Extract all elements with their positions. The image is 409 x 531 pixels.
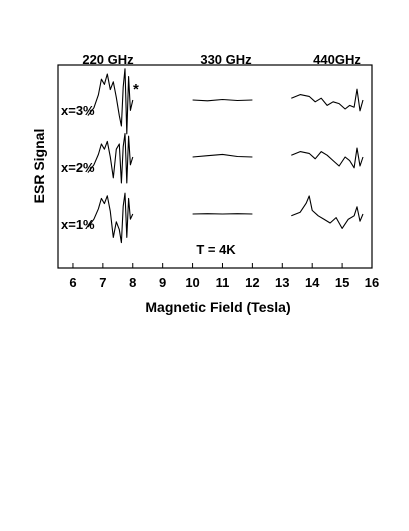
x-axis-label: Magnetic Field (Tesla): [145, 299, 290, 315]
x-tick-label: 15: [335, 275, 349, 290]
frequency-label: 330 GHz: [200, 52, 252, 67]
frequency-label: 220 GHz: [82, 52, 134, 67]
temperature-label: T = 4K: [196, 242, 236, 257]
series-trace-x1-220GHz: [87, 192, 134, 244]
series-trace-x3-440GHz: [291, 88, 364, 112]
frequency-label: 440GHz: [313, 52, 361, 67]
x-tick-label: 8: [129, 275, 136, 290]
y-axis-label: ESR Signal: [31, 129, 47, 204]
x-tick-label: 7: [99, 275, 106, 290]
x-tick-label: 6: [69, 275, 76, 290]
labels-group: 220 GHz 330 GHz 440GHz x=3% x=2% x=1% * T = 4K M…: [31, 52, 361, 315]
x-tick-label: 10: [185, 275, 199, 290]
x-tick-label: 13: [275, 275, 289, 290]
x-tick-label: 16: [365, 275, 379, 290]
series-trace-x2-440GHz: [291, 147, 364, 169]
peak-marker-label: *: [133, 81, 139, 98]
series-trace-x1-440GHz: [291, 195, 364, 229]
plot-frame: [57, 64, 373, 269]
series-trace-x2-330GHz: [192, 153, 253, 158]
series-label: x=2%: [61, 160, 95, 175]
series-label: x=1%: [61, 217, 95, 232]
x-tick-label: 9: [159, 275, 166, 290]
series-group: [87, 68, 364, 244]
x-tick-label: 14: [305, 275, 320, 290]
x-ticks: 6 7 8 9 10 11 12 13 14 15 16: [69, 263, 379, 290]
series-trace-x2-220GHz: [87, 133, 134, 184]
series-trace-x3-330GHz: [192, 98, 253, 102]
x-tick-label: 11: [216, 275, 230, 290]
series-trace-x3-220GHz: [87, 68, 134, 135]
x-tick-label: 12: [245, 275, 259, 290]
series-label: x=3%: [61, 103, 95, 118]
